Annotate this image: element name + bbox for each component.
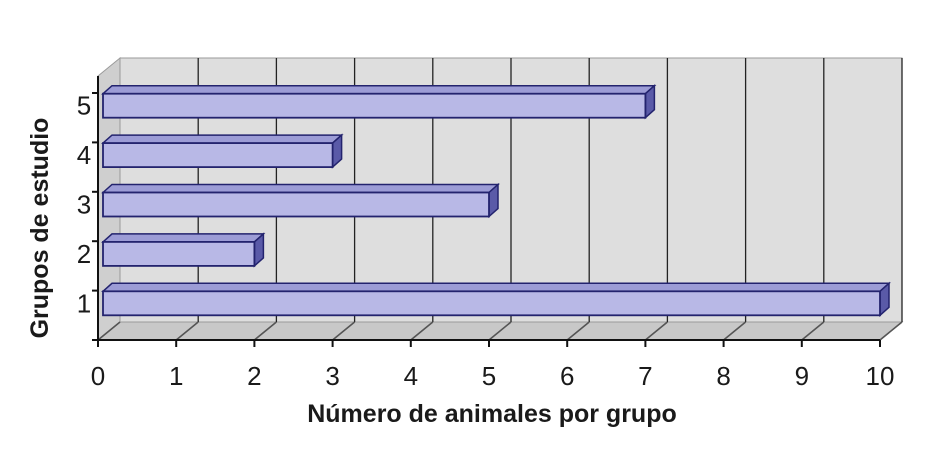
floor-depth-line (97, 321, 121, 341)
x-tick-label: 8 (716, 361, 730, 391)
y-tick-label: 4 (77, 140, 91, 170)
bar-top-face (101, 84, 657, 95)
floor-depth-line (723, 321, 747, 341)
floor-depth-line (566, 321, 590, 341)
y-axis-title: Grupos de estudio (26, 118, 54, 339)
y-tick-label: 1 (77, 288, 91, 318)
floor-depth-line (175, 321, 199, 341)
floor-depth-line (488, 321, 512, 341)
x-tick-label: 0 (91, 361, 105, 391)
bar (102, 191, 490, 218)
x-tick-label: 7 (638, 361, 652, 391)
floor-depth-line (801, 321, 825, 341)
floor-depth-line (253, 321, 277, 341)
x-tick-label: 1 (169, 361, 183, 391)
bar-top-face (101, 233, 266, 243)
x-axis-title: Número de animales por grupo (307, 400, 677, 428)
bar (102, 240, 256, 267)
y-tick-labels: 1 2 3 4 5 (77, 91, 91, 319)
x-tick-label: 9 (795, 361, 809, 391)
bar-top-face (101, 183, 500, 194)
bar-top-face (101, 282, 891, 293)
x-tick-label: 6 (560, 361, 574, 391)
x-tick-labels: 0 1 2 3 4 5 6 7 8 9 10 (91, 361, 895, 391)
floor-depth-line (644, 321, 668, 341)
y-tick-label: 2 (77, 239, 91, 269)
bar (102, 290, 881, 317)
x-tick-label: 10 (866, 361, 895, 391)
x-tick-label: 2 (247, 361, 261, 391)
x-tick-label: 4 (404, 361, 418, 391)
x-tick-label: 5 (482, 361, 496, 391)
bars (101, 84, 891, 317)
floor-depth-line (410, 321, 434, 341)
floor-depth-line (332, 321, 356, 341)
y-tick-label: 5 (77, 91, 91, 121)
x-tick-label: 3 (325, 361, 339, 391)
bar-top-face (101, 134, 344, 144)
bar (102, 92, 647, 119)
y-tick-label: 3 (77, 190, 91, 220)
bar (102, 142, 334, 169)
floor-depth-line (879, 321, 903, 341)
